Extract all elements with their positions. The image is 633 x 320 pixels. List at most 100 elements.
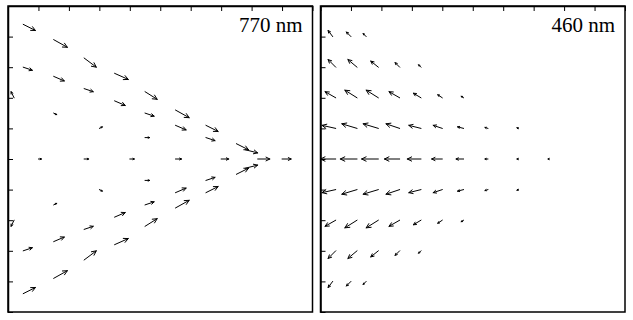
arrow	[99, 127, 102, 129]
tick	[442, 6, 443, 11]
tick	[381, 6, 382, 11]
tick-mark	[321, 281, 326, 282]
arrow	[206, 125, 218, 131]
arrow	[115, 73, 129, 79]
arrow	[206, 138, 215, 141]
arrow	[517, 158, 519, 159]
arrow	[328, 281, 333, 287]
panel-title: 460 nm	[551, 13, 615, 37]
arrow	[23, 288, 35, 294]
tick-mark	[321, 98, 326, 99]
arrow	[115, 101, 126, 106]
arrow	[54, 237, 65, 242]
tick	[351, 6, 352, 11]
plot-frame	[321, 6, 626, 312]
arrow	[175, 188, 186, 193]
arrow	[413, 93, 421, 98]
arrow	[548, 158, 549, 159]
tick	[8, 312, 13, 313]
arrow	[363, 281, 366, 284]
arrow	[366, 220, 378, 228]
arrow	[395, 63, 400, 68]
tick	[8, 281, 13, 282]
arrow	[366, 90, 378, 98]
tick-mark	[191, 6, 192, 11]
arrow	[407, 157, 421, 161]
arrow	[145, 113, 154, 116]
arrow	[458, 190, 464, 192]
tick-mark	[8, 37, 13, 38]
tick	[321, 98, 326, 99]
arrow	[328, 30, 333, 36]
tick-mark	[321, 128, 326, 129]
arrow	[84, 226, 93, 229]
tick-mark	[252, 6, 253, 11]
arrow	[84, 158, 89, 159]
tick	[8, 220, 13, 221]
arrow	[456, 158, 464, 160]
arrow	[282, 158, 291, 161]
arrow	[115, 212, 126, 217]
panel-title: 770 nm	[239, 13, 303, 37]
arrow	[84, 251, 96, 260]
tick	[8, 37, 13, 38]
tick	[8, 67, 13, 68]
arrow	[419, 65, 421, 67]
arrow	[346, 281, 351, 286]
tick-mark	[473, 6, 474, 11]
tick-mark	[8, 159, 13, 160]
arrow	[246, 150, 258, 154]
arrow	[419, 251, 421, 253]
arrow	[461, 96, 463, 98]
tick-mark	[625, 6, 626, 11]
arrow	[433, 190, 442, 193]
tick	[130, 6, 131, 11]
plot-frame	[8, 6, 313, 312]
arrow	[206, 187, 218, 193]
arrow	[409, 124, 421, 128]
arrow	[363, 190, 378, 195]
arrow	[246, 164, 258, 168]
arrow	[438, 95, 443, 98]
arrow	[325, 92, 336, 98]
tick	[321, 251, 326, 252]
arrow	[145, 219, 157, 227]
arrow	[433, 125, 442, 128]
tick-mark	[595, 6, 596, 11]
tick	[321, 67, 326, 68]
arrow	[348, 60, 357, 68]
arrow	[485, 127, 488, 128]
y-axis	[8, 7, 13, 313]
tick	[69, 6, 70, 11]
arrow	[84, 89, 93, 92]
arrow	[485, 190, 488, 191]
tick	[313, 6, 314, 11]
tick-mark	[8, 67, 13, 68]
tick	[160, 6, 161, 11]
tick	[564, 6, 565, 11]
tick	[8, 251, 13, 252]
tick	[321, 220, 326, 221]
arrow	[175, 158, 181, 160]
arrow	[328, 60, 336, 68]
tick	[191, 6, 192, 11]
tick-mark	[8, 6, 13, 7]
arrow	[458, 126, 464, 128]
tick	[412, 6, 413, 11]
arrow	[409, 190, 421, 194]
arrow	[23, 247, 32, 250]
arrow	[517, 128, 519, 129]
arrow	[413, 220, 421, 225]
arrow	[325, 220, 336, 226]
arrow	[322, 124, 336, 128]
tick	[321, 281, 326, 282]
arrow	[395, 251, 400, 256]
arrow	[386, 123, 400, 128]
arrow	[386, 190, 400, 195]
arrow	[328, 251, 336, 259]
tick-mark	[564, 6, 565, 11]
tick	[252, 6, 253, 11]
arrow	[371, 251, 379, 257]
arrow	[206, 177, 215, 180]
title-background	[237, 12, 305, 38]
